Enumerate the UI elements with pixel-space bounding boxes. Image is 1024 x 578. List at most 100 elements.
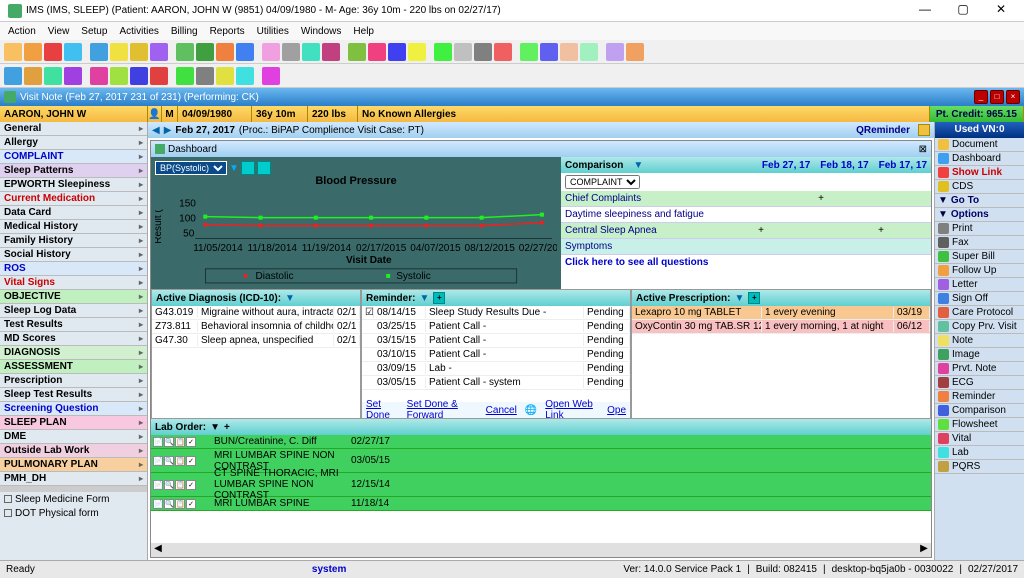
rightnav-cds[interactable]: CDS (935, 180, 1024, 194)
toolbar-btn-9[interactable] (196, 43, 214, 61)
lab-dd-icon[interactable]: ▼ (210, 422, 220, 433)
toolbar-btn-12[interactable] (262, 67, 280, 85)
rightnav-fax[interactable]: Fax (935, 236, 1024, 250)
rightnav-lab[interactable]: Lab (935, 446, 1024, 460)
toolbar-btn-2[interactable] (44, 43, 62, 61)
dx-dd-icon[interactable]: ▼ (285, 293, 295, 304)
leftnav-diagnosis[interactable]: DIAGNOSIS▸ (0, 346, 147, 360)
rightnav-options[interactable]: ▼Options (935, 208, 1024, 222)
toolbar-btn-22[interactable] (474, 43, 492, 61)
reminder-action-0[interactable]: Set Done (366, 399, 399, 419)
leftnav-pulmonary-plan[interactable]: PULMONARY PLAN▸ (0, 458, 147, 472)
rightnav-vital[interactable]: Vital (935, 432, 1024, 446)
menu-reports[interactable]: Reports (210, 26, 245, 37)
leftnav-general[interactable]: General▸ (0, 122, 147, 136)
visit-next-icon[interactable]: ▶ (164, 125, 172, 136)
rightnav-pqrs[interactable]: PQRS (935, 460, 1024, 474)
toolbar-btn-10[interactable] (216, 43, 234, 61)
reminder-row[interactable]: 03/09/15Lab -Pending (362, 362, 630, 376)
toolbar-btn-23[interactable] (494, 43, 512, 61)
toolbar-btn-9[interactable] (196, 67, 214, 85)
toolbar-btn-1[interactable] (24, 43, 42, 61)
vn-close-button[interactable]: × (1006, 90, 1020, 104)
lab-row[interactable]: 📄🔍📋✓BUN/Creatinine, C. Diff02/27/17 (151, 435, 931, 449)
rx-row[interactable]: OxyContin 30 mg TAB.SR 12H1 every mornin… (632, 320, 930, 334)
leftnav-current-medication[interactable]: Current Medication▸ (0, 192, 147, 206)
toolbar-btn-6[interactable] (130, 67, 148, 85)
rightnav-super-bill[interactable]: Super Bill (935, 250, 1024, 264)
close-button[interactable]: ✕ (986, 2, 1016, 20)
qreminder-link[interactable]: QReminder (856, 125, 910, 136)
leftnav-ros[interactable]: ROS▸ (0, 262, 147, 276)
rightnav-letter[interactable]: Letter (935, 278, 1024, 292)
toolbar-btn-2[interactable] (44, 67, 62, 85)
toolbar-btn-12[interactable] (262, 43, 280, 61)
toolbar-btn-21[interactable] (454, 43, 472, 61)
lab-row[interactable]: 📄🔍📋✓CT SPINE THORACIC, MRI LUMBAR SPINE … (151, 473, 931, 497)
toolbar-btn-28[interactable] (606, 43, 624, 61)
toolbar-btn-29[interactable] (626, 43, 644, 61)
toolbar-btn-4[interactable] (90, 43, 108, 61)
leftnav-assessment[interactable]: ASSESSMENT▸ (0, 360, 147, 374)
comp-row[interactable]: Central Sleep Apnea++ (561, 223, 931, 239)
menu-utilities[interactable]: Utilities (257, 26, 289, 37)
toolbar-btn-13[interactable] (282, 43, 300, 61)
comp-row[interactable]: Daytime sleepiness and fatigue (561, 207, 931, 223)
rightnav-note[interactable]: Note (935, 334, 1024, 348)
toolbar-btn-15[interactable] (322, 43, 340, 61)
reminder-row[interactable]: ☑08/14/15Sleep Study Results Due -Pendin… (362, 306, 630, 320)
leftnav-sleep-patterns[interactable]: Sleep Patterns▸ (0, 164, 147, 178)
leftnav-sleep-log-data[interactable]: Sleep Log Data▸ (0, 304, 147, 318)
rightnav-dashboard[interactable]: Dashboard (935, 152, 1024, 166)
menu-activities[interactable]: Activities (119, 26, 158, 37)
toolbar-btn-0[interactable] (4, 67, 22, 85)
reminder-row[interactable]: 03/15/15Patient Call -Pending (362, 334, 630, 348)
menu-help[interactable]: Help (353, 26, 374, 37)
leftnav-pmh-dh[interactable]: PMH_DH▸ (0, 472, 147, 486)
toolbar-btn-4[interactable] (90, 67, 108, 85)
toolbar-btn-16[interactable] (348, 43, 366, 61)
leftnav-complaint[interactable]: COMPLAINT▸ (0, 150, 147, 164)
toolbar-btn-3[interactable] (64, 43, 82, 61)
rightnav-comparison[interactable]: Comparison (935, 404, 1024, 418)
vn-max-button[interactable]: □ (990, 90, 1004, 104)
menu-view[interactable]: View (48, 26, 70, 37)
dashboard-close-icon[interactable]: ⊠ (919, 144, 927, 155)
form-sleep-medicine-form[interactable]: Sleep Medicine Form (0, 492, 147, 506)
chart-dd-icon[interactable]: ▼ (229, 163, 239, 174)
toolbar-btn-11[interactable] (236, 43, 254, 61)
leftnav-test-results[interactable]: Test Results▸ (0, 318, 147, 332)
reminder-add-button[interactable]: + (433, 292, 445, 304)
rightnav-follow-up[interactable]: Follow Up (935, 264, 1024, 278)
toolbar-btn-20[interactable] (434, 43, 452, 61)
reminder-dd-icon[interactable]: ▼ (419, 293, 429, 304)
leftnav-outside-lab-work[interactable]: Outside Lab Work▸ (0, 444, 147, 458)
dx-row[interactable]: G47.30Sleep apnea, unspecified02/1 (152, 334, 360, 348)
rightnav-flowsheet[interactable]: Flowsheet (935, 418, 1024, 432)
reminder-row[interactable]: 03/10/15Patient Call -Pending (362, 348, 630, 362)
toolbar-btn-5[interactable] (110, 43, 128, 61)
reminder-row[interactable]: 03/25/15Patient Call -Pending (362, 320, 630, 334)
qreminder-icon[interactable] (918, 124, 930, 136)
leftnav-dme[interactable]: DME▸ (0, 430, 147, 444)
pt-nav-icon[interactable]: 👤 (148, 106, 162, 122)
rightnav-ecg[interactable]: ECG (935, 376, 1024, 390)
lab-scrollbar[interactable]: ◀ ▶ (151, 543, 931, 557)
minimize-button[interactable]: — (910, 2, 940, 20)
leftnav-social-history[interactable]: Social History▸ (0, 248, 147, 262)
lab-add-button[interactable]: + (224, 422, 230, 433)
rightnav-care-protocol[interactable]: Care Protocol (935, 306, 1024, 320)
leftnav-sleep-plan[interactable]: SLEEP PLAN▸ (0, 416, 147, 430)
reminder-action-4[interactable]: Ope (607, 405, 626, 416)
reminder-row[interactable]: 03/05/15Patient Call - systemPending (362, 376, 630, 390)
rightnav-image[interactable]: Image (935, 348, 1024, 362)
toolbar-btn-19[interactable] (408, 43, 426, 61)
toolbar-btn-25[interactable] (540, 43, 558, 61)
leftnav-family-history[interactable]: Family History▸ (0, 234, 147, 248)
toolbar-btn-1[interactable] (24, 67, 42, 85)
rightnav-sign-off[interactable]: Sign Off (935, 292, 1024, 306)
scroll-left-icon[interactable]: ◀ (151, 543, 165, 557)
toolbar-btn-8[interactable] (176, 67, 194, 85)
leftnav-epworth-sleepiness[interactable]: EPWORTH Sleepiness▸ (0, 178, 147, 192)
rightnav-print[interactable]: Print (935, 222, 1024, 236)
